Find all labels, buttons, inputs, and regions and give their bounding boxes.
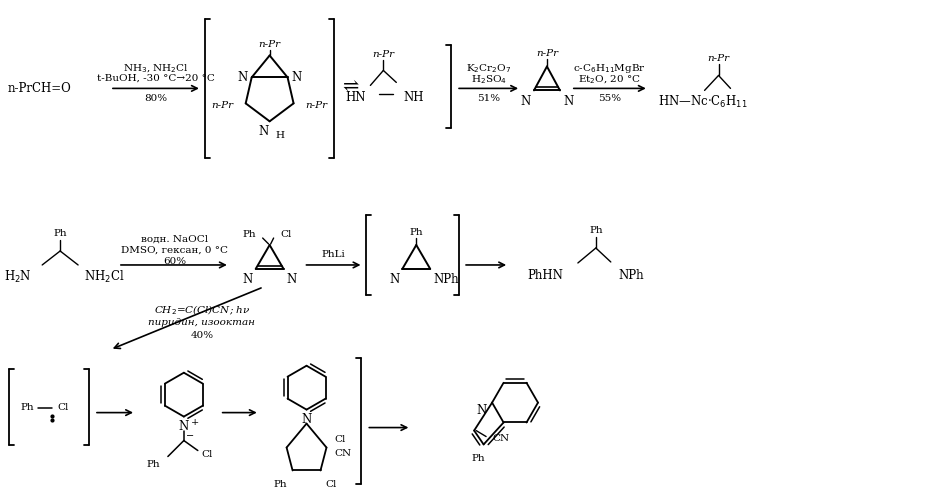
- Text: N: N: [301, 413, 312, 426]
- Text: n-Pr: n-Pr: [258, 40, 281, 49]
- Text: +: +: [191, 418, 199, 427]
- Text: n-Pr: n-Pr: [211, 101, 234, 110]
- Text: N: N: [477, 404, 487, 417]
- Text: Ph: Ph: [54, 228, 67, 237]
- Text: N: N: [562, 95, 573, 108]
- Text: Ph: Ph: [589, 226, 603, 234]
- Text: N: N: [521, 95, 531, 108]
- Text: n-Pr: n-Pr: [372, 50, 394, 59]
- Text: Cl: Cl: [334, 435, 346, 444]
- Text: N: N: [292, 71, 301, 84]
- Text: Cl: Cl: [57, 403, 69, 412]
- Text: N: N: [242, 274, 253, 286]
- Text: K$_2$Cr$_2$O$_7$: K$_2$Cr$_2$O$_7$: [467, 62, 512, 75]
- Text: PhLi: PhLi: [321, 250, 346, 260]
- Text: водн. NaOCl: водн. NaOCl: [141, 234, 208, 244]
- Text: H$_2$N: H$_2$N: [5, 269, 32, 285]
- Text: HN: HN: [345, 91, 365, 104]
- Text: Cl: Cl: [326, 480, 337, 489]
- Text: H: H: [276, 131, 285, 140]
- Text: CN: CN: [334, 449, 351, 458]
- Text: NH$_2$Cl: NH$_2$Cl: [85, 269, 125, 285]
- Text: ⇌: ⇌: [342, 78, 359, 96]
- Text: CN: CN: [492, 434, 509, 443]
- Text: n-Pr: n-Pr: [707, 54, 730, 63]
- Text: пиридин, изооктан: пиридин, изооктан: [148, 318, 255, 328]
- Text: n-Pr: n-Pr: [305, 101, 328, 110]
- Text: N: N: [286, 274, 297, 286]
- Text: DMSO, гексан, 0 °C: DMSO, гексан, 0 °C: [121, 246, 228, 254]
- Text: Ph: Ph: [274, 480, 287, 489]
- Text: PhHN: PhHN: [527, 270, 562, 282]
- Text: NH$_3$, NH$_2$Cl: NH$_3$, NH$_2$Cl: [123, 62, 189, 74]
- Text: Ph: Ph: [471, 454, 485, 463]
- Text: Ph: Ph: [242, 230, 255, 238]
- Text: NPh: NPh: [619, 270, 644, 282]
- Text: Cl: Cl: [202, 450, 213, 459]
- Text: NH: NH: [404, 91, 423, 104]
- Text: n-PrCH=O: n-PrCH=O: [8, 82, 71, 95]
- Text: N: N: [178, 420, 189, 433]
- Text: c-C$_6$H$_{11}$MgBr: c-C$_6$H$_{11}$MgBr: [574, 62, 646, 75]
- Text: NPh: NPh: [433, 274, 459, 286]
- Text: 60%: 60%: [163, 258, 187, 266]
- Text: HN—Nc·C$_6$H$_{11}$: HN—Nc·C$_6$H$_{11}$: [657, 94, 747, 110]
- Text: Et$_2$O, 20 °C: Et$_2$O, 20 °C: [578, 73, 641, 86]
- Text: N: N: [389, 274, 399, 286]
- Text: N: N: [238, 71, 248, 84]
- Text: Ph: Ph: [21, 403, 34, 412]
- Text: Ph: Ph: [146, 460, 160, 469]
- Text: n-Pr: n-Pr: [536, 49, 558, 58]
- Text: 51%: 51%: [478, 94, 500, 103]
- Text: 80%: 80%: [145, 94, 167, 103]
- Text: Ph: Ph: [409, 228, 423, 236]
- Text: N: N: [258, 125, 269, 138]
- Text: H$_2$SO$_4$: H$_2$SO$_4$: [471, 73, 507, 86]
- Text: −: −: [186, 432, 194, 441]
- Text: 40%: 40%: [191, 332, 213, 340]
- Text: Cl: Cl: [281, 230, 292, 238]
- Text: CH$_2$=C(Cl)CN; hν: CH$_2$=C(Cl)CN; hν: [154, 303, 250, 316]
- Text: t-BuOH, -30 °C→20 °C: t-BuOH, -30 °C→20 °C: [97, 74, 215, 83]
- Text: 55%: 55%: [598, 94, 622, 103]
